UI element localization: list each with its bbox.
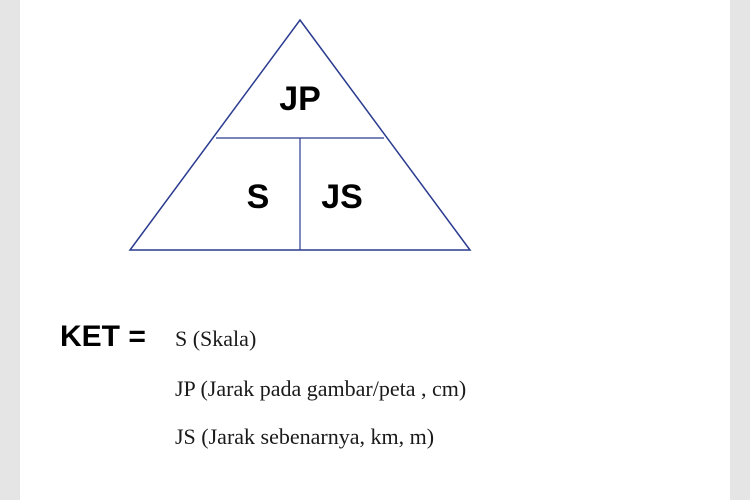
legend-item: JS (Jarak sebenarnya, km, m) — [175, 424, 434, 450]
label-right: JS — [321, 178, 363, 216]
page: JP S JS KET = S (Skala) JP (Jarak pada g… — [20, 0, 730, 500]
legend: KET = S (Skala) JP (Jarak pada gambar/pe… — [60, 320, 710, 472]
triangle-svg: JP S JS — [120, 10, 480, 260]
legend-row-2: JS (Jarak sebenarnya, km, m) — [60, 424, 710, 450]
formula-triangle: JP S JS — [120, 10, 480, 260]
legend-item: S (Skala) — [175, 326, 256, 352]
label-top: JP — [279, 80, 321, 118]
legend-row-0: KET = S (Skala) — [60, 320, 710, 354]
label-left: S — [247, 178, 270, 216]
legend-item: JP (Jarak pada gambar/peta , cm) — [175, 376, 466, 402]
legend-heading: KET = — [60, 320, 175, 354]
legend-row-1: JP (Jarak pada gambar/peta , cm) — [60, 376, 710, 402]
